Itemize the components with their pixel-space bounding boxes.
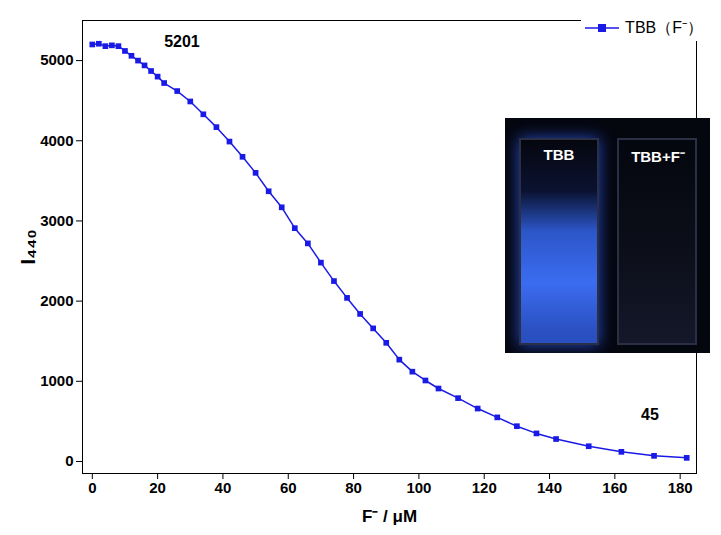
svg-text:1000: 1000 <box>40 372 73 389</box>
svg-text:0: 0 <box>88 479 96 496</box>
html-text:TBB: TBB <box>543 146 575 163</box>
svg-text:20: 20 <box>149 479 166 496</box>
svg-text:45: 45 <box>641 406 659 423</box>
svg-text:140: 140 <box>537 479 562 496</box>
svg-text:0: 0 <box>65 452 73 469</box>
svg-text:180: 180 <box>668 479 693 496</box>
svg-text:160: 160 <box>602 479 627 496</box>
html-text:TBB+F⁻: TBB+F⁻ <box>631 148 685 165</box>
svg-text:5000: 5000 <box>40 51 73 68</box>
svg-text:80: 80 <box>345 479 362 496</box>
svg-text:120: 120 <box>472 479 497 496</box>
svg-text:4000: 4000 <box>40 132 73 149</box>
svg-text:60: 60 <box>280 479 297 496</box>
svg-text:5201: 5201 <box>164 33 200 50</box>
svg-text:2000: 2000 <box>40 292 73 309</box>
svg-text:F⁻ / μM: F⁻ / μM <box>362 507 417 526</box>
svg-text:I₄₄₀: I₄₄₀ <box>16 229 39 264</box>
svg-text:40: 40 <box>215 479 232 496</box>
svg-text:100: 100 <box>406 479 431 496</box>
html-text:TBB（F⁻）: TBB（F⁻） <box>625 19 703 36</box>
svg-text:3000: 3000 <box>40 212 73 229</box>
